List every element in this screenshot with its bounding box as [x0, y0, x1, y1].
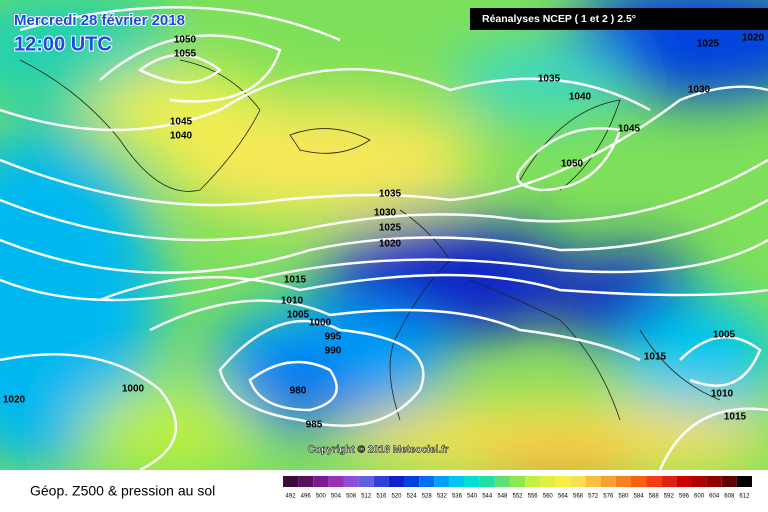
isobar-label: 1045	[170, 117, 193, 128]
scale-label: 588	[649, 494, 660, 500]
isobar-label: 1000	[122, 384, 145, 395]
isobar-label: 1035	[538, 74, 561, 85]
scale-label: 560	[543, 494, 554, 500]
scale-label: 584	[634, 494, 645, 500]
color-swatch	[555, 476, 571, 487]
scale-label: 536	[452, 494, 463, 500]
isobar-label: 1000	[309, 318, 332, 329]
isobar-label: 995	[325, 332, 342, 343]
scale-label: 552	[512, 494, 523, 500]
scale-label: 504	[331, 494, 342, 500]
color-swatch	[540, 476, 556, 487]
isobar-label: 1005	[713, 330, 736, 341]
isobar-label: 1015	[284, 275, 307, 286]
scale-label: 540	[467, 494, 478, 500]
scale-label: 516	[376, 494, 387, 500]
color-swatch	[283, 476, 299, 487]
color-swatch	[661, 476, 677, 487]
color-swatch	[313, 476, 329, 487]
isobar-label: 1030	[374, 208, 397, 219]
isobar-label: 1015	[724, 412, 747, 423]
scale-label: 544	[482, 494, 493, 500]
color-swatch	[509, 476, 526, 487]
color-swatch	[615, 476, 631, 487]
isobar-label: 1035	[379, 189, 402, 200]
color-swatch	[298, 476, 314, 487]
color-swatch	[525, 476, 541, 487]
color-swatch	[721, 476, 737, 487]
isobar-label: 1045	[618, 124, 641, 135]
scale-label: 508	[346, 494, 357, 500]
color-swatch	[600, 476, 616, 487]
isobar-label: 1015	[644, 352, 667, 363]
color-swatch	[373, 476, 389, 487]
color-swatch	[494, 476, 510, 487]
isobar-label: 1010	[281, 296, 304, 307]
color-swatch	[343, 476, 359, 487]
isobar-label: 1020	[742, 33, 765, 44]
isobar-label: 1020	[379, 239, 402, 250]
isobar-label: 1025	[379, 223, 402, 234]
color-swatch	[388, 476, 405, 487]
color-swatch	[358, 476, 374, 487]
color-swatch	[434, 476, 450, 487]
color-swatch	[464, 476, 480, 487]
copyright: Copyright © 2016 Meteociel.fr	[308, 445, 449, 456]
isobar-label: 1005	[287, 310, 310, 321]
isobar-label: 1010	[711, 389, 734, 400]
color-swatch	[676, 476, 692, 487]
scale-label: 604	[709, 494, 720, 500]
scale-label: 572	[588, 494, 599, 500]
color-swatch	[585, 476, 601, 487]
isobar-label: 1050	[174, 35, 197, 46]
color-swatch	[449, 476, 465, 487]
color-swatch	[479, 476, 495, 487]
scale-label: 600	[694, 494, 705, 500]
scale-label: 520	[391, 494, 402, 500]
color-swatch	[646, 476, 662, 487]
scale-label: 524	[407, 494, 418, 500]
scale-label: 500	[316, 494, 327, 500]
scale-label: 512	[361, 494, 372, 500]
isobar-label: 1020	[3, 395, 26, 406]
scale-label: 564	[558, 494, 569, 500]
scale-label: 576	[603, 494, 614, 500]
isobar-label: 1040	[170, 131, 193, 142]
scale-label: 556	[528, 494, 539, 500]
scale-label: 608	[724, 494, 735, 500]
color-swatch	[404, 476, 420, 487]
scale-label: 596	[679, 494, 690, 500]
scale-label: 496	[301, 494, 312, 500]
time-label: 12:00 UTC	[14, 33, 112, 55]
scale-label: 492	[286, 494, 297, 500]
date-label: Mercredi 28 février 2018	[14, 12, 185, 29]
scale-label: 612	[739, 494, 750, 500]
isobar-label: 1055	[174, 49, 197, 60]
isobar-label: 1040	[569, 92, 592, 103]
isobar-label: 985	[306, 420, 323, 431]
color-swatch	[630, 476, 647, 487]
color-swatch	[706, 476, 722, 487]
color-swatch	[328, 476, 344, 487]
color-swatch	[570, 476, 586, 487]
color-swatch	[736, 476, 752, 487]
legend-title: Géop. Z500 & pression au sol	[30, 483, 215, 499]
scale-label: 568	[573, 494, 584, 500]
isobar-label: 1030	[688, 85, 711, 96]
isobar-label: 980	[290, 386, 307, 397]
isobar-label: 1025	[697, 39, 720, 50]
scale-label: 548	[497, 494, 508, 500]
source-label: Réanalyses NCEP ( 1 et 2 ) 2.5°	[482, 13, 636, 25]
scale-label: 580	[618, 494, 629, 500]
scale-label: 592	[664, 494, 675, 500]
color-swatch	[691, 476, 707, 487]
scale-label: 528	[422, 494, 433, 500]
color-swatch	[419, 476, 435, 487]
isobar-label: 990	[325, 346, 342, 357]
isobar-label: 1050	[561, 159, 584, 170]
map-field	[0, 0, 768, 470]
scale-label: 532	[437, 494, 448, 500]
